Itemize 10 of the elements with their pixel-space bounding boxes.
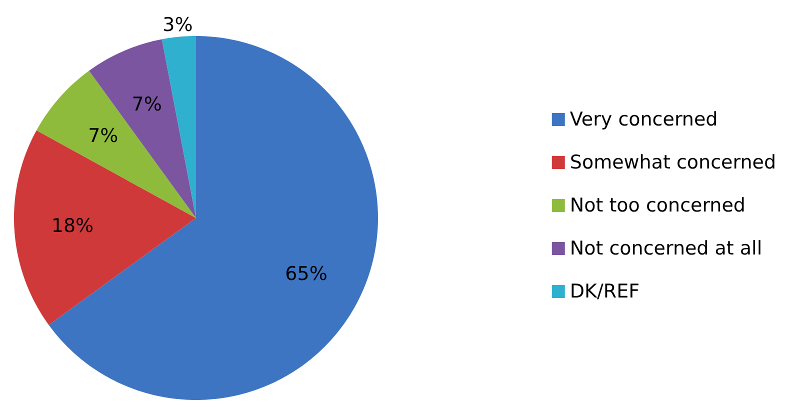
- legend-label: DK/REF: [570, 280, 640, 302]
- legend-label: Somewhat concerned: [570, 152, 776, 174]
- legend-label: Very concerned: [570, 108, 718, 130]
- data-label: 7%: [88, 125, 118, 148]
- data-label: 7%: [132, 93, 162, 116]
- data-label: 18%: [51, 214, 94, 237]
- data-label: 65%: [285, 263, 328, 286]
- data-label: 3%: [162, 14, 193, 36]
- legend-label: Not too concerned: [570, 194, 746, 216]
- legend-label: Not concerned at all: [570, 238, 762, 260]
